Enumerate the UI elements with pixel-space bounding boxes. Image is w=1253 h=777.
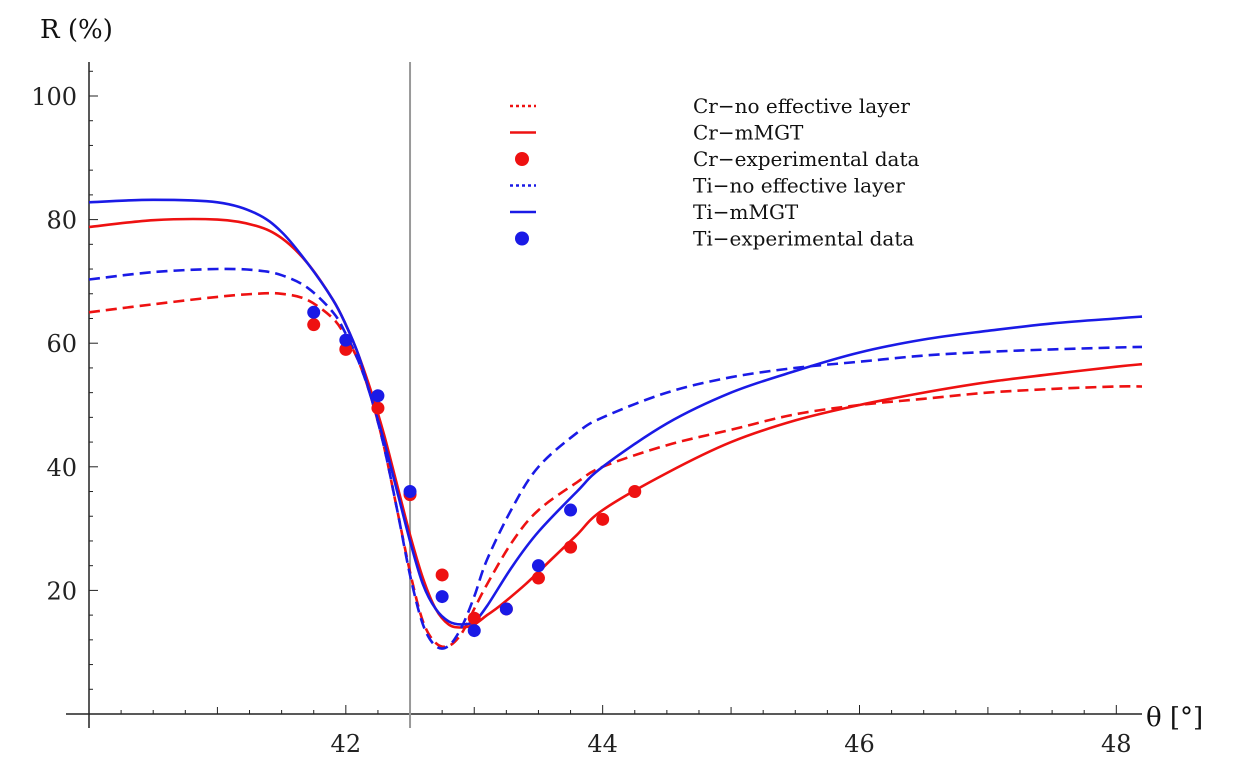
x-tick-label: 42 (331, 730, 362, 758)
axes: 42 44 46 48 20 40 60 80 100 (31, 62, 1142, 758)
series-ti-experimental-data-point (435, 590, 449, 604)
series-cr-experimental-data-point (339, 342, 353, 356)
y-tick-label: 80 (46, 207, 77, 235)
legend-label-ti-mmgt: Ti−mMGT (693, 200, 799, 224)
series-ti-no-effective-layer-line (88, 267, 1143, 650)
legend-label-ti-experimental-data: Ti−experimental data (693, 227, 914, 251)
series-ti-experimental-data-point (531, 559, 545, 573)
series-ti-experimental-data-point (499, 602, 513, 616)
y-tick-label: 100 (31, 83, 77, 111)
series-cr-experimental-data-point (467, 611, 481, 625)
series-cr-experimental-data-point (628, 485, 642, 499)
series-cr-experimental-data-point (531, 571, 545, 585)
series-cr-experimental-data-point (596, 512, 610, 526)
legend-label-cr-experimental-data: Cr−experimental data (693, 147, 919, 171)
data-points (307, 305, 642, 638)
series-ti-experimental-data-point (339, 333, 353, 347)
legend-marker-cr-experimental-data (515, 152, 529, 166)
x-tick-label: 44 (587, 730, 618, 758)
curves (88, 198, 1143, 650)
legend-marker-ti-experimental-data (515, 231, 529, 246)
series-ti-experimental-data-point (403, 485, 417, 499)
series-cr-experimental-data-point (435, 568, 449, 582)
x-axis-label: θ [°] (1146, 703, 1203, 733)
y-axis-label: R (%) (40, 15, 113, 45)
series-cr-mmgt-line (88, 217, 1143, 629)
legend-label-cr-mmgt: Cr−mMGT (693, 121, 804, 145)
series-cr-experimental-data-point (307, 318, 321, 332)
series-ti-mmgt-line (88, 198, 1143, 626)
legend-label-cr-no-effective-layer: Cr−no effective layer (693, 94, 910, 118)
series-ti-experimental-data-point (467, 624, 481, 638)
x-tick-label: 48 (1101, 730, 1132, 758)
series-ti-experimental-data-point (371, 389, 385, 403)
series-cr-experimental-data-point (371, 401, 385, 415)
y-tick-label: 60 (46, 330, 77, 358)
series-ti-experimental-data-point (564, 503, 578, 517)
legend: Cr−no effective layer Cr−mMGTCr−experimen… (510, 94, 919, 251)
series-ti-experimental-data-point (307, 305, 321, 319)
series-cr-experimental-data-point (564, 540, 578, 554)
x-tick-label: 46 (844, 730, 875, 758)
y-tick-label: 20 (46, 577, 77, 605)
series-cr-no-effective-layer-line (88, 291, 1143, 649)
y-tick-label: 40 (46, 454, 77, 482)
legend-label-ti-no-effective-layer: Ti−no effective layer (693, 174, 905, 198)
